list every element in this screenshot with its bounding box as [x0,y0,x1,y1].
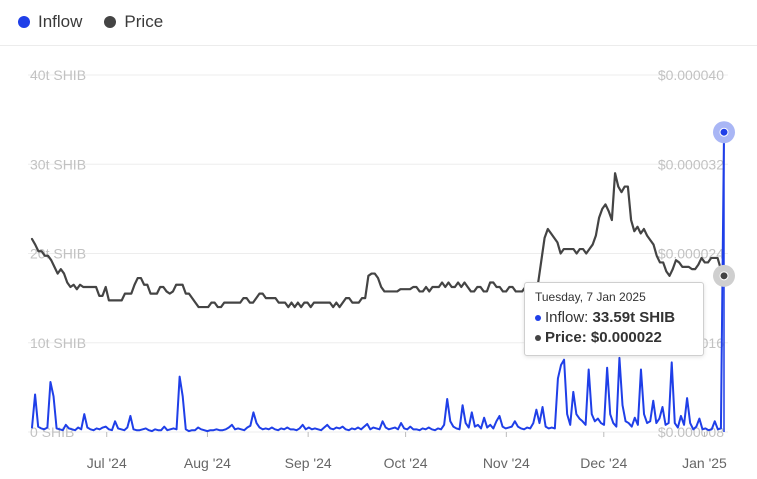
left-tick-label: 40t SHIB [30,67,86,83]
x-tick-label: Aug '24 [184,455,231,471]
tooltip-price-label: Price: [545,329,587,346]
legend-item-inflow[interactable]: Inflow [18,12,82,32]
x-tick-label: Nov '24 [483,455,530,471]
x-tick-label: Jan '25 [682,455,727,471]
x-axis-ticks: Jul '24 Aug '24 Sep '24 Oct '24 Nov '24 Dec '… [87,432,727,471]
hover-marker-inflow [719,127,729,137]
tooltip-inflow-dot [535,315,541,322]
tooltip-inflow-label: Inflow: [545,309,589,326]
legend-dot-price [104,16,117,28]
right-tick-label: $0.000032 [658,156,724,172]
series-line-price [30,172,726,309]
x-tick-label: Oct '24 [384,455,428,471]
legend-label-inflow: Inflow [38,12,83,31]
legend-item-price[interactable]: Price [104,12,163,32]
left-tick-label: 30t SHIB [30,156,86,172]
left-tick-label: 20t SHIB [30,246,86,262]
tooltip-inflow-row: Inflow: 33.59t SHIB [535,309,693,326]
tooltip-inflow-value: 33.59t SHIB [592,309,676,326]
legend-dot-inflow [18,16,30,28]
right-axis-ticks: $0.000008$0.000016$0.000024$0.000032$0.0… [658,67,724,440]
tooltip-price-value: $0.000022 [590,329,662,346]
tooltip-date: Tuesday, 7 Jan 2025 [535,290,646,304]
right-tick-label: $0.000008 [658,424,724,440]
legend: Inflow Price [18,10,163,34]
x-tick-label: Dec '24 [580,455,627,471]
hover-layer [713,121,735,432]
right-tick-label: $0.000024 [658,246,724,262]
chart-tooltip: Tuesday, 7 Jan 2025 Inflow: 33.59t SHIB … [524,282,704,356]
hover-marker-price [719,271,729,281]
x-tick-label: Jul '24 [87,455,127,471]
legend-label-price: Price [124,12,164,31]
series-line-inflow [31,131,725,433]
left-tick-label: 10t SHIB [30,335,86,351]
tooltip-price-dot [535,335,541,342]
right-tick-label: $0.000040 [658,67,724,83]
series-layer [30,131,726,433]
tooltip-price-row: Price: $0.000022 [535,329,693,346]
grid-lines [28,74,728,433]
x-tick-label: Sep '24 [285,455,332,471]
legend-divider [0,45,757,46]
